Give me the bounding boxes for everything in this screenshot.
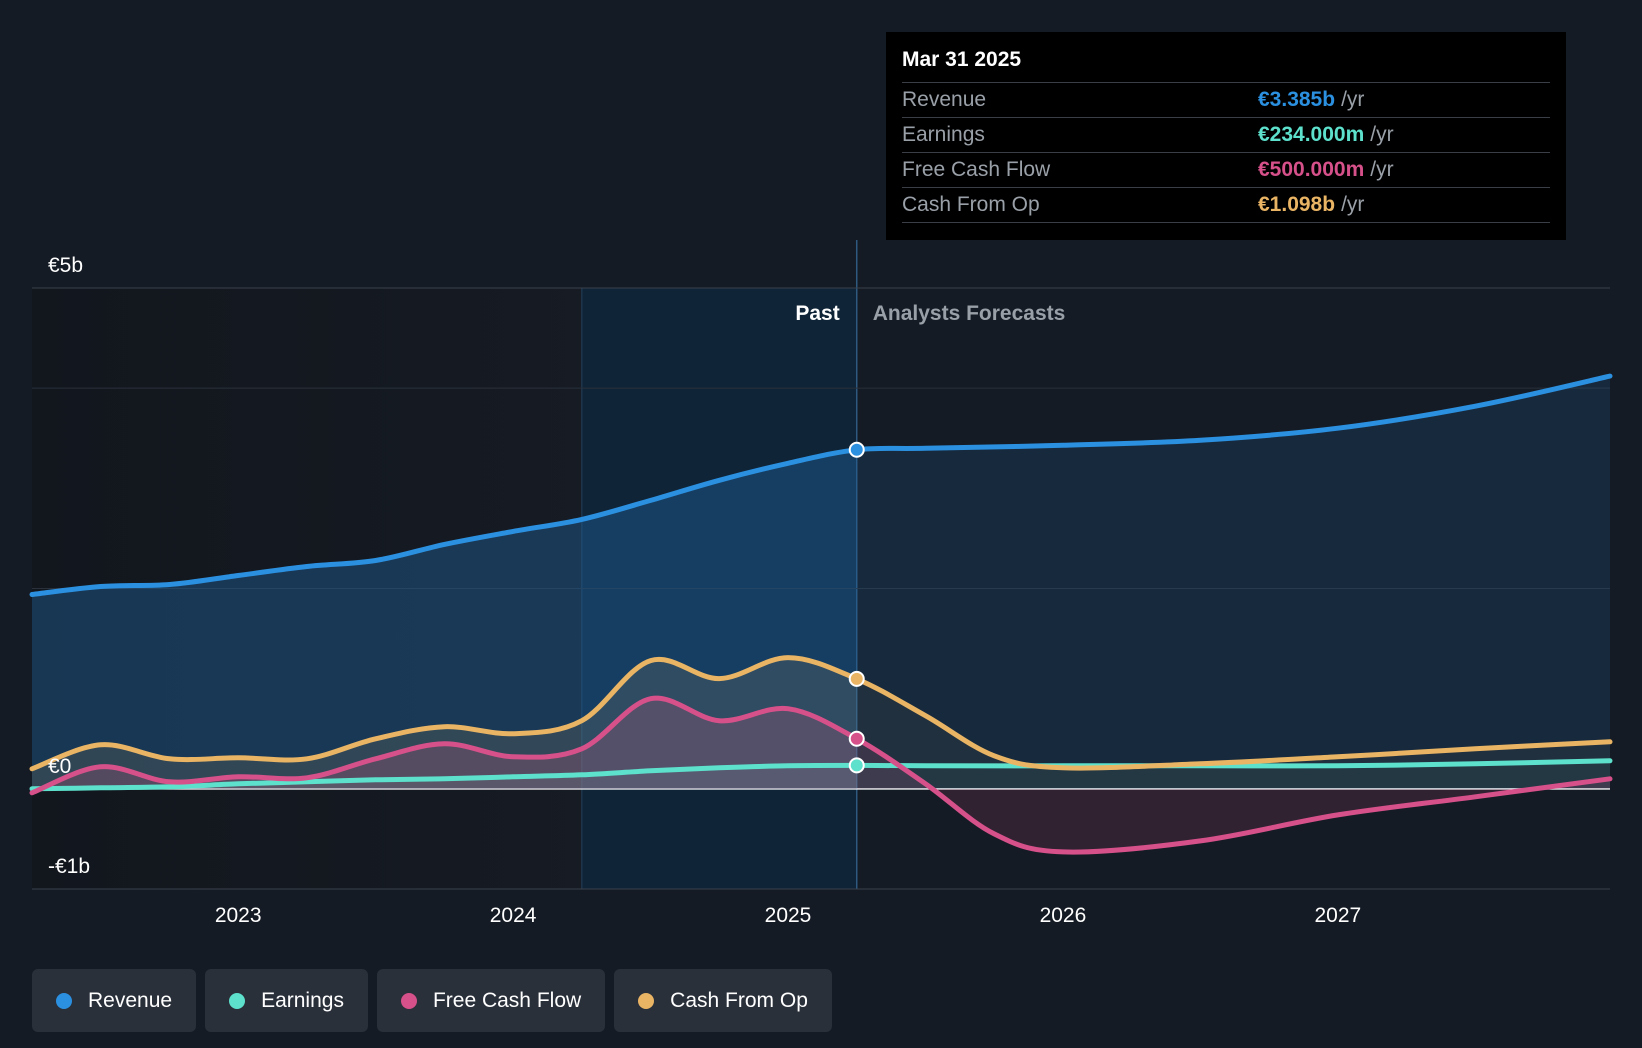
legend-dot-icon — [400, 992, 417, 1009]
marker-earnings — [848, 757, 865, 774]
y-tick-label: €0 — [48, 755, 71, 778]
tooltip-row-free-cash-flow: Free Cash Flow €500.000m /yr — [902, 152, 1550, 187]
tooltip-value: €1.098b — [1258, 193, 1336, 216]
past-label: Past — [795, 302, 839, 325]
legend-dot-icon — [229, 992, 246, 1009]
area-past-cash-from-op — [32, 657, 857, 789]
chart-lines — [29, 373, 1613, 855]
line-free-cash-flow — [29, 695, 1613, 855]
tooltip-label: Earnings — [902, 123, 985, 146]
tooltip-value: €3.385b — [1258, 88, 1336, 111]
tooltip-unit: /yr — [1370, 158, 1394, 181]
chart-legend: Revenue Earnings Free Cash Flow Cash Fro… — [32, 969, 832, 1032]
legend-label: Revenue — [88, 988, 173, 1012]
tooltip-row-earnings: Earnings €234.000m /yr — [902, 117, 1550, 152]
tooltip-panel: Mar 31 2025 Revenue €3.385b /yr Earnings… — [886, 32, 1566, 240]
legend-dot-icon — [56, 992, 72, 1009]
legend-item-free-cash-flow[interactable]: Free Cash Flow — [376, 969, 606, 1032]
x-tick-label: 2026 — [1040, 904, 1087, 927]
tooltip-row-revenue: Revenue €3.385b /yr — [902, 82, 1550, 117]
legend-dot-icon — [638, 992, 655, 1009]
tooltip-value: €500.000m — [1258, 158, 1365, 181]
tooltip-unit: /yr — [1370, 123, 1394, 146]
line-revenue — [29, 373, 1613, 597]
tooltip-label: Free Cash Flow — [902, 158, 1051, 181]
legend-label: Earnings — [261, 988, 344, 1012]
tooltip-value: €234.000m — [1258, 123, 1365, 146]
tooltip-row-cash-from-op: Cash From Op €1.098b /yr — [902, 187, 1550, 223]
chart-gridlines — [32, 287, 1610, 890]
area-forecast-cash-from-op — [856, 678, 1610, 789]
tooltip-unit: /yr — [1341, 88, 1365, 111]
x-tick-label: 2025 — [765, 904, 812, 927]
tooltip-label: Cash From Op — [902, 193, 1040, 216]
legend-item-revenue[interactable]: Revenue — [32, 969, 197, 1032]
x-tick-label: 2027 — [1314, 904, 1361, 927]
tooltip-label: Revenue — [902, 88, 987, 111]
x-tick-label: 2023 — [215, 904, 262, 927]
area-forecast-revenue — [856, 376, 1610, 789]
marker-revenue — [848, 441, 865, 458]
y-tick-label: €5b — [48, 254, 83, 277]
legend-label: Cash From Op — [670, 988, 808, 1012]
legend-label: Free Cash Flow — [432, 988, 582, 1012]
tooltip-date: Mar 31 2025 — [902, 48, 1022, 71]
legend-item-earnings[interactable]: Earnings — [205, 969, 368, 1032]
y-tick-label: -€1b — [48, 855, 90, 878]
tooltip-unit: /yr — [1341, 193, 1365, 216]
chart-markers — [848, 441, 865, 774]
x-tick-label: 2024 — [490, 904, 537, 927]
marker-cash-from-op — [848, 670, 865, 687]
marker-free-cash-flow — [848, 730, 865, 747]
line-earnings — [29, 758, 1613, 792]
area-forecast-free-cash-flow — [856, 738, 1610, 853]
area-past-revenue — [32, 449, 857, 789]
line-cash-from-op — [29, 655, 1613, 772]
legend-item-cash-from-op[interactable]: Cash From Op — [614, 969, 832, 1032]
forecast-label: Analysts Forecasts — [873, 302, 1066, 325]
chart-areas — [32, 376, 1610, 853]
chart-labels: €5b €0 -€1b 2023 2024 2025 2026 2027 Past Analyst… — [48, 254, 1361, 927]
